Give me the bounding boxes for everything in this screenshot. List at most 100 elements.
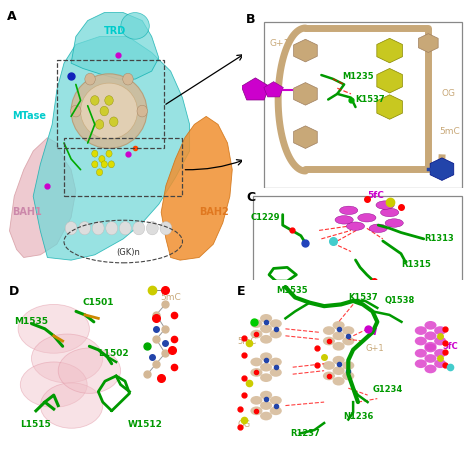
Circle shape [346, 222, 365, 230]
Circle shape [369, 224, 387, 233]
Circle shape [65, 222, 77, 235]
Circle shape [146, 222, 158, 235]
PathPatch shape [71, 12, 159, 79]
Circle shape [270, 319, 282, 328]
Circle shape [424, 331, 437, 340]
Circle shape [91, 161, 98, 168]
Circle shape [333, 356, 345, 364]
Circle shape [260, 314, 272, 323]
Circle shape [108, 161, 115, 168]
Circle shape [92, 222, 104, 235]
Text: B: B [246, 13, 256, 26]
Circle shape [323, 336, 335, 345]
Text: L1502: L1502 [98, 349, 129, 358]
Circle shape [270, 330, 282, 338]
Circle shape [250, 368, 263, 377]
Circle shape [342, 326, 355, 335]
Text: MTase: MTase [12, 112, 46, 121]
Text: TRD: TRD [104, 26, 127, 36]
Circle shape [323, 326, 335, 335]
Circle shape [99, 156, 105, 162]
Ellipse shape [58, 348, 120, 393]
Circle shape [381, 208, 399, 217]
Circle shape [434, 359, 446, 368]
Circle shape [260, 401, 272, 410]
Circle shape [105, 95, 113, 105]
Text: R1313: R1313 [424, 235, 454, 243]
Circle shape [385, 219, 403, 227]
Circle shape [250, 319, 263, 328]
PathPatch shape [33, 37, 190, 260]
Circle shape [109, 117, 118, 127]
Ellipse shape [121, 12, 149, 39]
Circle shape [415, 326, 427, 335]
Bar [264, 22, 463, 188]
Ellipse shape [71, 74, 147, 148]
Text: K1537: K1537 [356, 95, 385, 104]
Text: M1535: M1535 [276, 286, 308, 295]
Text: 5mC: 5mC [440, 127, 460, 136]
Circle shape [79, 222, 91, 235]
Text: G+1: G+1 [269, 39, 289, 48]
Circle shape [250, 396, 263, 405]
Circle shape [434, 326, 446, 335]
Circle shape [91, 150, 98, 157]
Text: N1236: N1236 [344, 412, 374, 420]
Text: K1537: K1537 [348, 293, 378, 302]
Circle shape [333, 321, 345, 330]
Circle shape [339, 206, 358, 214]
Circle shape [424, 321, 437, 330]
Ellipse shape [81, 83, 137, 139]
Bar [64, 138, 182, 196]
Circle shape [424, 342, 437, 351]
Text: 5fC: 5fC [443, 342, 458, 351]
Text: G+1: G+1 [365, 343, 384, 353]
Circle shape [342, 361, 355, 370]
Text: 5fC: 5fC [244, 90, 261, 98]
Text: M1535: M1535 [14, 317, 48, 326]
Text: BAH2: BAH2 [199, 207, 229, 217]
Circle shape [424, 344, 437, 353]
PathPatch shape [161, 117, 232, 260]
Circle shape [424, 364, 437, 373]
Circle shape [260, 373, 272, 382]
Text: D: D [9, 285, 19, 298]
Circle shape [270, 358, 282, 366]
Circle shape [137, 105, 147, 117]
Circle shape [333, 342, 345, 351]
Circle shape [260, 335, 272, 344]
Circle shape [376, 201, 394, 209]
Circle shape [434, 349, 446, 358]
Circle shape [133, 222, 145, 235]
Text: OG: OG [442, 90, 456, 98]
Circle shape [335, 216, 353, 224]
Circle shape [123, 73, 133, 85]
Ellipse shape [40, 383, 103, 428]
Text: R1237: R1237 [290, 429, 320, 438]
Text: C: C [246, 191, 255, 204]
Text: 5mC: 5mC [237, 336, 256, 346]
Circle shape [85, 73, 95, 85]
Circle shape [333, 366, 345, 375]
Circle shape [342, 372, 355, 380]
Circle shape [415, 336, 427, 345]
PathPatch shape [9, 138, 76, 257]
Ellipse shape [20, 362, 87, 407]
Circle shape [260, 363, 272, 372]
Circle shape [323, 372, 335, 380]
Text: E1269: E1269 [367, 281, 396, 290]
Text: M1235: M1235 [342, 73, 374, 81]
Text: C1501: C1501 [82, 298, 114, 307]
Circle shape [71, 105, 81, 117]
Circle shape [333, 331, 345, 340]
Circle shape [358, 213, 376, 222]
Circle shape [270, 407, 282, 415]
Circle shape [97, 169, 102, 176]
Circle shape [95, 120, 104, 129]
Ellipse shape [31, 334, 103, 383]
Text: 5mC: 5mC [161, 293, 182, 302]
Text: G1234: G1234 [373, 386, 403, 394]
Text: 5fC: 5fC [367, 191, 384, 200]
Circle shape [101, 161, 107, 168]
Circle shape [260, 412, 272, 420]
